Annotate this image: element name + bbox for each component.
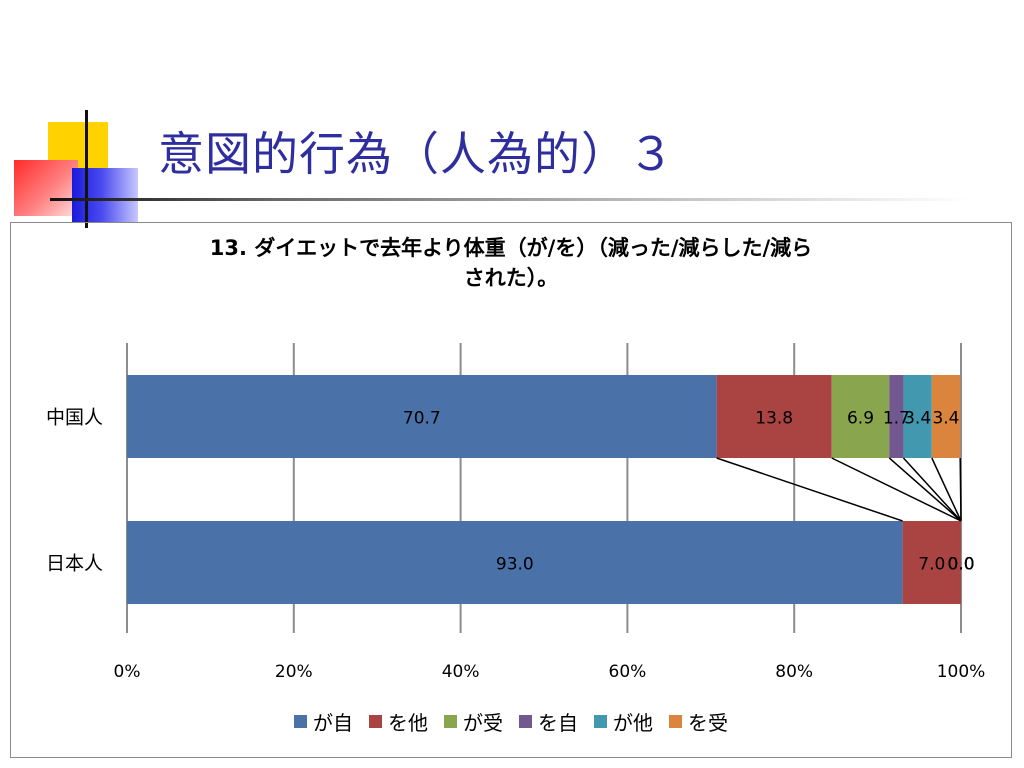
legend-item-4: が他 bbox=[594, 707, 653, 736]
x-tick-label-5: 100% bbox=[937, 662, 986, 682]
legend-swatch-4 bbox=[594, 715, 607, 728]
bar-0-series-3 bbox=[889, 375, 904, 458]
value-label-1-2: 0.0 bbox=[947, 555, 974, 575]
legend-swatch-1 bbox=[369, 715, 382, 728]
chart-title-line-2: された）。 bbox=[463, 266, 559, 290]
value-label-1-1: 7.0 bbox=[918, 555, 945, 575]
x-tick-label-1: 20% bbox=[275, 662, 313, 682]
category-label-0: 中国人 bbox=[46, 407, 103, 429]
series-line-2 bbox=[888, 457, 962, 522]
chart-title-line-1: 13. ダイエットで去年より体重（が/を）（減った/減らした/減ら bbox=[209, 236, 813, 260]
bar-0-series-5 bbox=[931, 375, 961, 458]
decor-red-square bbox=[14, 160, 78, 216]
value-label-0-2: 6.9 bbox=[847, 409, 874, 429]
series-line-5 bbox=[959, 457, 962, 522]
legend-swatch-2 bbox=[444, 715, 457, 728]
bar-1-series-0 bbox=[127, 521, 903, 604]
chart-title: 13. ダイエットで去年より体重（が/を）（減った/減らした/減ら された）。 bbox=[111, 233, 911, 293]
legend-item-3: を自 bbox=[519, 707, 578, 736]
bar-0-series-2 bbox=[831, 375, 890, 458]
bar-0-series-0 bbox=[127, 375, 717, 458]
decor-vertical-line bbox=[85, 110, 88, 228]
series-line-3 bbox=[902, 457, 962, 522]
legend-label-0: が自 bbox=[313, 711, 353, 735]
x-tick-label-2: 40% bbox=[442, 662, 480, 682]
legend-item-0: が自 bbox=[294, 707, 353, 736]
legend-item-5: を受 bbox=[669, 707, 728, 736]
x-tick-label-3: 60% bbox=[609, 662, 647, 682]
value-label-0-4: 3.4 bbox=[904, 409, 931, 429]
value-label-0-3: 1.7 bbox=[883, 409, 910, 429]
legend-item-1: を他 bbox=[369, 707, 428, 736]
value-label-1-3: 0.0 bbox=[947, 555, 974, 575]
legend-label-3: を自 bbox=[538, 711, 578, 735]
legend-label-5: を受 bbox=[688, 711, 728, 735]
chart-legend: が自 を他 が受 を自 が他 を受 bbox=[11, 707, 1011, 736]
x-tick-label-4: 80% bbox=[775, 662, 813, 682]
chart-frame: 13. ダイエットで去年より体重（が/を）（減った/減らした/減ら された）。 … bbox=[10, 222, 1012, 758]
series-line-4 bbox=[931, 457, 962, 522]
slide-title: 意図的行為（人為的）３ bbox=[158, 127, 675, 181]
legend-item-2: が受 bbox=[444, 707, 503, 736]
x-tick-label-0: 0% bbox=[114, 662, 141, 682]
value-label-1-4: 0.0 bbox=[947, 555, 974, 575]
value-label-0-0: 70.7 bbox=[403, 409, 441, 429]
decor-horizontal-line bbox=[50, 198, 970, 201]
bar-1-series-1 bbox=[902, 521, 961, 604]
legend-swatch-3 bbox=[519, 715, 532, 728]
legend-label-4: が他 bbox=[613, 711, 653, 735]
series-line-1 bbox=[831, 457, 962, 522]
bar-0-series-1 bbox=[716, 375, 832, 458]
legend-swatch-0 bbox=[294, 715, 307, 728]
category-label-1: 日本人 bbox=[46, 553, 103, 575]
bar-0-series-4 bbox=[903, 375, 932, 458]
decor-blue-square bbox=[72, 168, 138, 222]
series-line-0 bbox=[716, 457, 903, 522]
value-label-0-5: 3.4 bbox=[932, 409, 959, 429]
value-label-1-5: 0.0 bbox=[947, 555, 974, 575]
value-label-0-1: 13.8 bbox=[755, 409, 793, 429]
legend-swatch-5 bbox=[669, 715, 682, 728]
value-label-1-0: 93.0 bbox=[496, 555, 534, 575]
legend-label-1: を他 bbox=[388, 711, 428, 735]
legend-label-2: が受 bbox=[463, 711, 503, 735]
